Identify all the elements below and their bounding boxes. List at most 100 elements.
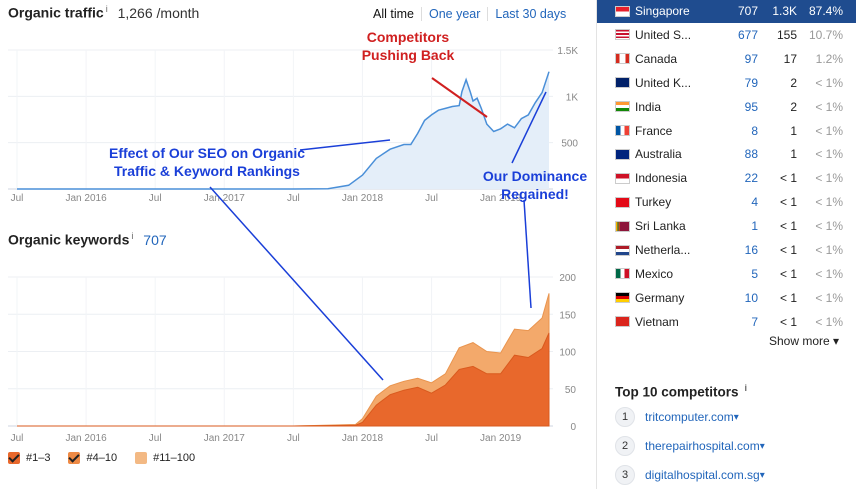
country-keywords[interactable]: 97 (744, 51, 758, 66)
country-traffic: 1 (790, 123, 797, 138)
x-tick-label: Jan 2019 (480, 433, 522, 444)
country-row[interactable]: Sri Lanka 1 < 1 < 1% (597, 214, 856, 238)
country-name[interactable]: Indonesia (635, 171, 688, 186)
country-keywords[interactable]: 10 (744, 290, 758, 305)
country-keywords[interactable]: 95 (744, 99, 758, 114)
seo-arrow-keywords (209, 186, 384, 381)
gb-flag-icon (615, 77, 630, 89)
country-keywords[interactable]: 7 (751, 314, 758, 329)
country-name[interactable]: United S... (635, 27, 692, 42)
keywords-y-ticks: 200 150 100 50 0 (559, 273, 576, 433)
country-row[interactable]: France 8 1 < 1% (597, 119, 856, 143)
caret-down-icon[interactable]: ▾ (733, 411, 739, 423)
caret-down-icon[interactable]: ▾ (759, 469, 765, 481)
competitors-annotation: Competitors Pushing Back (362, 29, 455, 63)
country-keywords[interactable]: 16 (744, 243, 758, 257)
country-traffic: 1.3K (772, 4, 797, 18)
checkbox-icon[interactable] (135, 452, 148, 464)
x-tick-label: Jul (425, 433, 438, 444)
x-tick-label: Jan 2016 (66, 193, 108, 204)
keywords-area-1-3 (17, 332, 550, 427)
country-row[interactable]: Singapore 707 1.3K 87.4% (597, 0, 856, 23)
traffic-x-ticks: Jul Jan 2016 Jul Jan 2017 Jul Jan 2018 Jul Jan … (11, 193, 522, 204)
country-name[interactable]: France (635, 123, 673, 138)
x-tick-label: Jul (149, 433, 162, 444)
country-traffic: 1 (790, 147, 797, 162)
au-flag-icon (615, 148, 630, 160)
vn-flag-icon (615, 316, 630, 328)
country-keywords[interactable]: 4 (751, 195, 758, 210)
y-tick-label: 50 (565, 385, 577, 396)
country-keywords[interactable]: 22 (744, 171, 758, 186)
country-name[interactable]: United K... (635, 75, 692, 90)
country-row[interactable]: United K... 79 2 < 1% (597, 71, 856, 95)
competitor-rank: 3 (615, 465, 635, 485)
country-keywords[interactable]: 707 (737, 4, 758, 18)
country-traffic: < 1 (779, 171, 797, 186)
country-name[interactable]: Australia (635, 147, 682, 162)
info-icon[interactable]: i (105, 4, 108, 14)
sg-flag-icon (615, 5, 630, 17)
country-traffic: 17 (783, 51, 797, 66)
country-row[interactable]: Australia 88 1 < 1% (597, 142, 856, 166)
competitor-rank: 1 (615, 407, 635, 427)
traffic-value: 1,266 /month (117, 4, 200, 21)
caret-down-icon[interactable]: ▾ (759, 440, 765, 452)
country-keywords[interactable]: 79 (744, 75, 758, 90)
country-traffic: < 1 (779, 266, 797, 281)
country-row[interactable]: Vietnam 7 < 1 < 1% (597, 310, 856, 334)
keywords-value[interactable]: 707 (143, 231, 167, 248)
country-row[interactable]: Germany 10 < 1 < 1% (597, 286, 856, 310)
country-name[interactable]: India (635, 99, 662, 114)
x-tick-label: Jan 2017 (204, 433, 246, 444)
country-row[interactable]: Netherla... 16 < 1 < 1% (597, 238, 856, 262)
legend-item-4-10[interactable]: #4–10 (68, 452, 117, 464)
competitor-link[interactable]: digitalhospital.com.sg (645, 468, 760, 482)
country-name[interactable]: Sri Lanka (635, 219, 686, 234)
country-name[interactable]: Turkey (635, 195, 672, 210)
country-name[interactable]: Germany (635, 290, 685, 305)
x-tick-label: Jan 2018 (342, 193, 384, 204)
checkbox-icon[interactable] (8, 452, 20, 464)
country-name[interactable]: Vietnam (635, 314, 679, 329)
country-name[interactable]: Canada (635, 51, 678, 66)
checkbox-icon[interactable] (68, 452, 81, 464)
dominance-arrow-keywords (523, 199, 532, 309)
legend-item-1-3[interactable]: #1–3 (8, 452, 50, 464)
country-keywords[interactable]: 677 (737, 27, 758, 42)
country-row[interactable]: United S... 677 155 10.7% (597, 23, 856, 47)
competitor-link[interactable]: tritcomputer.com (645, 410, 734, 424)
info-icon[interactable]: i (744, 383, 748, 393)
legend-label: #1–3 (26, 452, 51, 464)
traffic-title: Organic traffic (8, 4, 104, 21)
country-keywords[interactable]: 5 (751, 266, 758, 281)
tab-last-30-days[interactable]: Last 30 days (495, 7, 567, 21)
country-name[interactable]: Mexico (635, 266, 674, 281)
tab-one-year[interactable]: One year (421, 7, 489, 21)
country-percent: < 1% (815, 314, 843, 329)
tab-all-time[interactable]: All time (366, 7, 422, 21)
show-more-button[interactable]: Show more ▾ (769, 334, 839, 348)
competitor-link[interactable]: therepairhospital.com (645, 439, 760, 453)
annotation-layer: Competitors Pushing Back Effect of Our SE… (109, 29, 587, 381)
country-keywords[interactable]: 1 (751, 219, 758, 234)
country-name[interactable]: Netherla... (635, 243, 691, 257)
country-keywords[interactable]: 8 (751, 123, 758, 138)
country-row[interactable]: Mexico 5 < 1 < 1% (597, 262, 856, 286)
country-row[interactable]: Canada 97 17 1.2% (597, 47, 856, 71)
legend-item-11-100[interactable]: #11–100 (135, 452, 195, 464)
country-name[interactable]: Singapore (635, 4, 690, 18)
y-tick-label: 1K (566, 92, 579, 103)
seo-effect-annotation: Effect of Our SEO on Organic Traffic & Ke… (109, 145, 305, 179)
in-flag-icon (615, 101, 630, 113)
country-row[interactable]: India 95 2 < 1% (597, 95, 856, 119)
keywords-legend: #1–3 #4–10 #11–100 (8, 452, 213, 464)
country-percent: < 1% (815, 219, 843, 234)
keywords-chart: 200 150 100 50 0 Jul Jan 2016 Jul Jan 2017 Jul Ja… (8, 273, 576, 444)
country-keywords[interactable]: 88 (744, 147, 758, 162)
info-icon[interactable]: i (131, 231, 134, 241)
traffic-area (17, 71, 549, 189)
x-tick-label: Jul (149, 193, 162, 204)
country-row[interactable]: Turkey 4 < 1 < 1% (597, 190, 856, 214)
country-row[interactable]: Indonesia 22 < 1 < 1% (597, 166, 856, 190)
